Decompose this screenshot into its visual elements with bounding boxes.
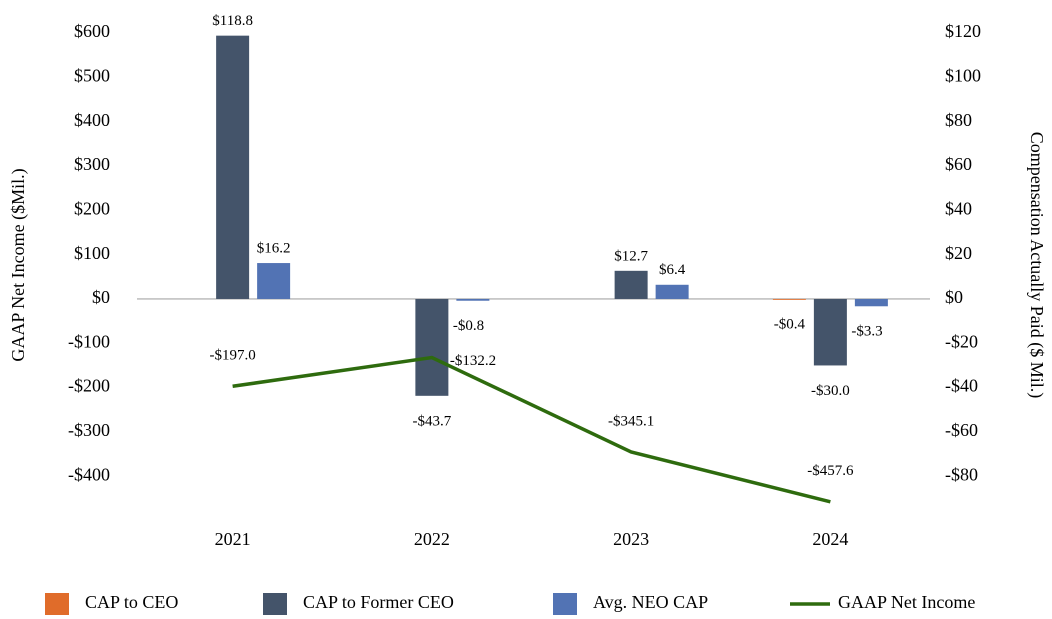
- y2-tick-label: $120: [945, 21, 981, 41]
- x-tick-label: 2023: [613, 529, 649, 549]
- bar: [614, 270, 648, 299]
- value-label: -$0.4: [774, 316, 806, 332]
- value-label: -$3.3: [851, 324, 882, 340]
- y-tick-label: $600: [74, 21, 110, 41]
- value-label: $16.2: [257, 240, 291, 256]
- bar: [257, 263, 291, 299]
- legend-swatch: [45, 593, 69, 615]
- y2-tick-label: $80: [945, 110, 972, 130]
- y-tick-label: -$200: [68, 376, 110, 396]
- y-tick-label: $500: [74, 65, 110, 85]
- value-label: -$43.7: [413, 413, 452, 429]
- value-label: -$345.1: [608, 413, 654, 429]
- value-label: -$30.0: [811, 383, 850, 399]
- legend-swatch: [263, 593, 287, 615]
- bar: [456, 298, 490, 301]
- legend-label: CAP to Former CEO: [303, 592, 454, 612]
- value-label: -$0.8: [453, 318, 484, 334]
- y-tick-label: $0: [92, 287, 110, 307]
- value-label: -$457.6: [807, 463, 854, 479]
- y-tick-label: -$400: [68, 464, 110, 484]
- legend-label: Avg. NEO CAP: [593, 592, 708, 612]
- value-label: $12.7: [614, 248, 648, 264]
- x-tick-label: 2021: [215, 529, 251, 549]
- bar: [415, 298, 449, 396]
- value-label: -$197.0: [210, 348, 256, 364]
- y-tick-label: $400: [74, 110, 110, 130]
- y-tick-label: $100: [74, 243, 110, 263]
- value-label: $6.4: [659, 262, 686, 278]
- bar: [655, 284, 689, 299]
- y2-tick-label: $40: [945, 198, 972, 218]
- y2-tick-label: -$80: [945, 464, 978, 484]
- value-label: -$132.2: [450, 353, 496, 369]
- y2-axis-title: Compensation Actually Paid ($ Mil.): [1026, 132, 1047, 398]
- y2-tick-label: $100: [945, 65, 981, 85]
- x-tick-label: 2024: [812, 529, 848, 549]
- y-tick-label: -$100: [68, 331, 110, 351]
- y2-tick-label: -$40: [945, 376, 978, 396]
- legend-swatch: [553, 593, 577, 615]
- legend-label: GAAP Net Income: [838, 592, 975, 612]
- legend-label: CAP to CEO: [85, 592, 178, 612]
- bar: [813, 298, 847, 366]
- x-tick-label: 2022: [414, 529, 450, 549]
- y-tick-label: $300: [74, 154, 110, 174]
- bar: [772, 298, 806, 300]
- y2-tick-label: $20: [945, 243, 972, 263]
- y2-tick-label: $60: [945, 154, 972, 174]
- y2-tick-label: -$60: [945, 420, 978, 440]
- bar: [854, 298, 888, 307]
- y-tick-label: -$300: [68, 420, 110, 440]
- value-label: $118.8: [212, 13, 253, 29]
- line: [232, 355, 831, 504]
- y2-tick-label: $0: [945, 287, 963, 307]
- y2-tick-label: -$20: [945, 331, 978, 351]
- y-tick-label: $200: [74, 198, 110, 218]
- y-axis-title: GAAP Net Income ($Mil.): [8, 168, 29, 361]
- bar: [216, 35, 250, 299]
